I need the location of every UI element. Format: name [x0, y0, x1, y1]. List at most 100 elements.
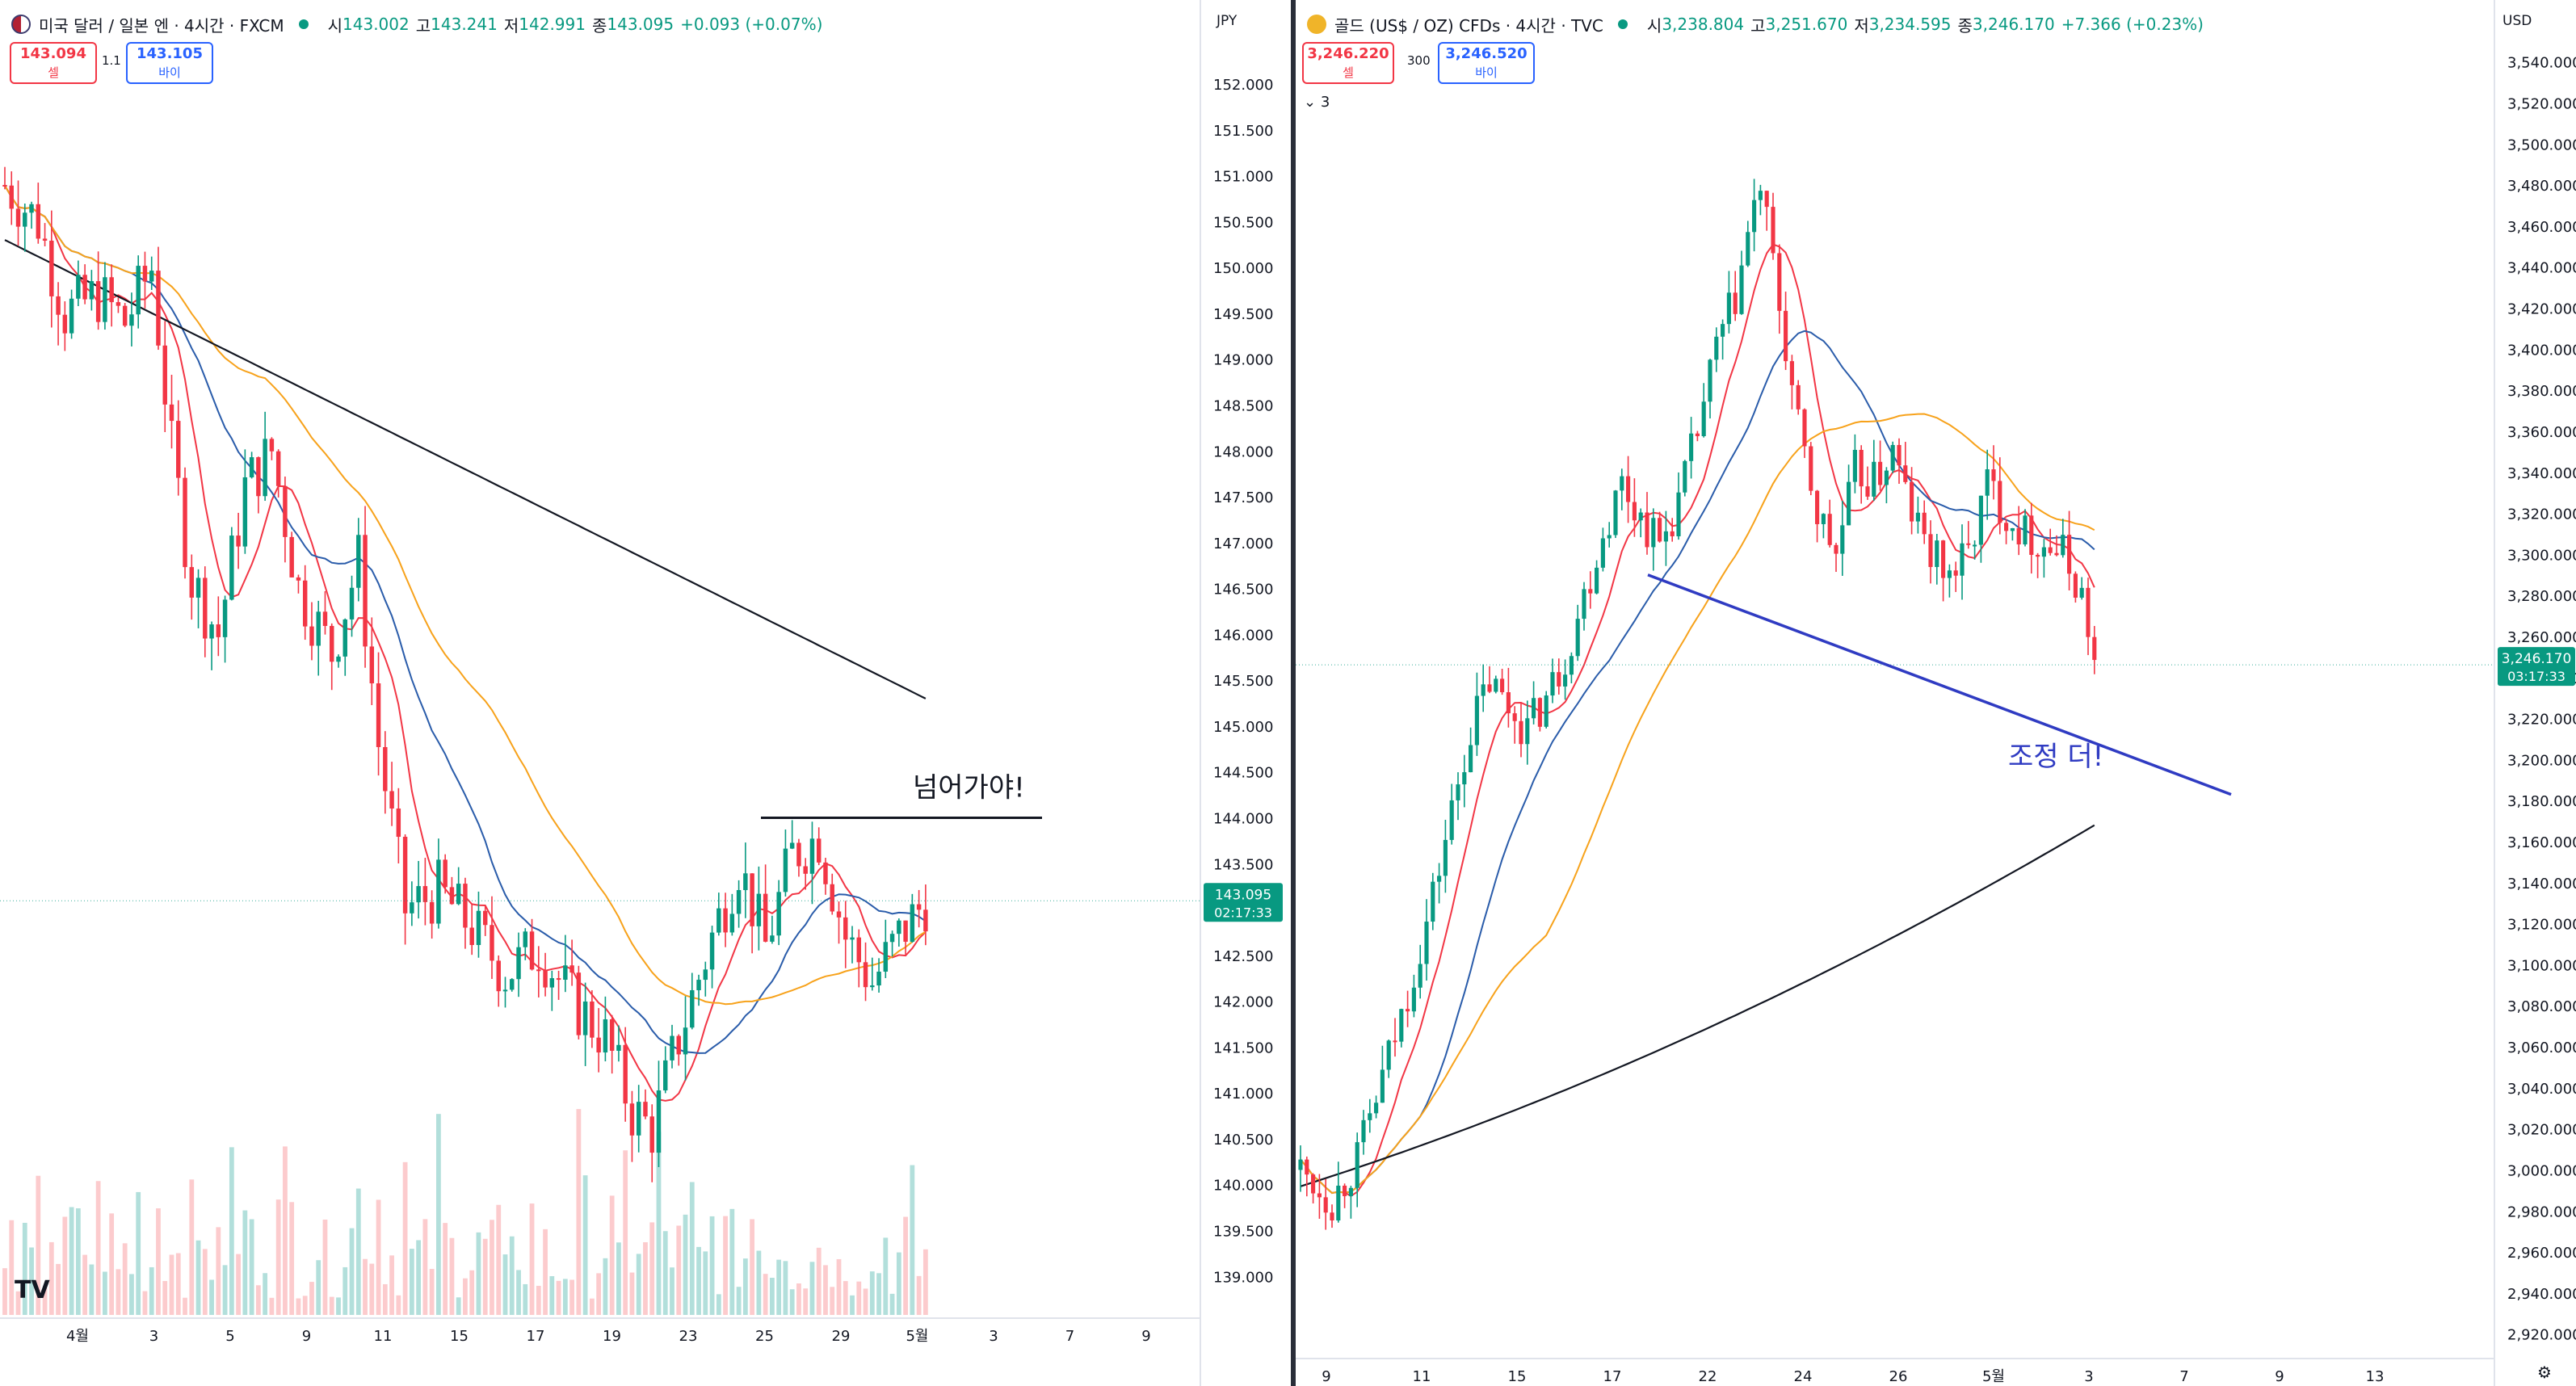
y-tick-label: 141.000	[1213, 1086, 1273, 1102]
candle-body	[1721, 324, 1725, 337]
usdjpy-chart[interactable]: 152.000 151.500 151.000 150.500 150.000 149.5…	[0, 0, 1291, 1386]
candle-body	[36, 204, 41, 239]
candle-body	[275, 451, 281, 486]
y-tick-label: 3,340.000	[2507, 465, 2576, 482]
candle-body	[1865, 486, 1870, 497]
volume-bar	[95, 1181, 101, 1315]
x-tick-label: 17	[1603, 1368, 1622, 1385]
candle-body	[1386, 1040, 1391, 1070]
candle-body	[1620, 476, 1624, 491]
candle-body	[1683, 460, 1687, 493]
y-tick-label: 3,320.000	[2507, 506, 2576, 523]
tradingview-logo[interactable]: TV	[15, 1276, 50, 1304]
pane-divider[interactable]	[1291, 0, 1296, 1386]
candle-body	[1953, 570, 1958, 576]
chevron-down-icon: ⌄	[1304, 94, 1317, 111]
indicators-toggle[interactable]: ⌄ 3	[1304, 94, 1330, 111]
candle-body	[1588, 589, 1593, 594]
candle-body	[1784, 310, 1788, 362]
candle-body	[1689, 433, 1694, 461]
candle-body	[176, 421, 181, 478]
candle-body	[62, 314, 68, 334]
candle-body	[49, 240, 54, 296]
volume-bar	[903, 1216, 908, 1315]
y-tick-label: 3,020.000	[2507, 1122, 2576, 1139]
volume-bar	[62, 1216, 68, 1315]
y-tick-label: 3,540.000	[2507, 55, 2576, 72]
candle-body	[897, 920, 901, 934]
volume-bar	[843, 1281, 848, 1315]
candle-body	[510, 979, 515, 990]
candle-body	[189, 567, 195, 598]
candle-body	[209, 624, 214, 639]
volume-bar	[342, 1266, 348, 1315]
candle-body	[436, 859, 441, 924]
y-tick-label: 144.000	[1213, 811, 1273, 828]
volume-bar	[763, 1274, 768, 1315]
y-tick-label: 3,440.000	[2507, 260, 2576, 277]
candle-body	[1966, 543, 1971, 545]
symbol-title[interactable]: 골드 (US$ / OZ) CFDs · 4시간 · TVC	[1334, 15, 1603, 36]
candle-body	[1847, 481, 1851, 526]
candle-body	[269, 439, 275, 452]
x-tick-label: 15	[450, 1328, 469, 1345]
volume-bar	[349, 1228, 355, 1315]
candle-body	[1802, 409, 1807, 447]
currency-unit[interactable]: JPY	[1217, 13, 1238, 29]
candle-body	[816, 838, 822, 863]
ma-red-line	[4, 185, 927, 1102]
gold-chart[interactable]: 3,540.000 3,520.000 3,500.000 3,480.000 3,46…	[1296, 0, 2576, 1386]
candle-body	[256, 457, 261, 497]
gold-legend: 골드 (US$ / OZ) CFDs · 4시간 · TVC 시 3,238.80…	[1307, 10, 2204, 39]
candle-body	[1752, 200, 1757, 233]
y-tick-label: 142.000	[1213, 994, 1273, 1011]
gold-pane[interactable]: 골드 (US$ / OZ) CFDs · 4시간 · TVC 시 3,238.80…	[1296, 0, 2576, 1386]
candle-body	[463, 884, 468, 928]
y-tick-label: 140.500	[1213, 1132, 1273, 1149]
symbol-title[interactable]: 미국 달러 / 일본 엔 · 4시간 · FXCM	[39, 15, 284, 36]
volume-bar	[656, 1132, 662, 1315]
volume-bar	[803, 1288, 809, 1315]
sell-button[interactable]: 3,246.220 셀	[1302, 42, 1394, 84]
volume-bar	[703, 1251, 708, 1315]
volume-bar	[676, 1225, 682, 1315]
x-tick-label: 17	[527, 1328, 545, 1345]
volume-bar	[329, 1296, 334, 1315]
y-tick-label: 145.000	[1213, 719, 1273, 736]
x-tick-label: 15	[1508, 1368, 1527, 1385]
candle-body	[363, 535, 368, 647]
volume-bar	[249, 1219, 254, 1315]
sell-label: 셀	[1343, 65, 1354, 80]
buy-button[interactable]: 143.105 바이	[126, 42, 213, 84]
volume-bar	[156, 1208, 161, 1315]
candle-body	[1758, 191, 1763, 200]
volume-bar	[296, 1298, 301, 1315]
volume-bar	[255, 1285, 261, 1315]
volume-bar	[283, 1146, 288, 1315]
candle-body	[389, 791, 394, 809]
candle-body	[89, 281, 95, 300]
candle-body	[309, 626, 314, 646]
candle-body	[1323, 1197, 1328, 1213]
candle-body	[770, 935, 775, 942]
volume-bar	[876, 1273, 881, 1315]
candle-body	[482, 910, 488, 926]
volume-bar	[142, 1291, 148, 1315]
candle-body	[1437, 876, 1442, 882]
currency-unit[interactable]: USD	[2502, 13, 2532, 29]
usdjpy-pane[interactable]: 미국 달러 / 일본 엔 · 4시간 · FXCM 시 143.002 고 143.…	[0, 0, 1291, 1386]
volume-bar	[696, 1246, 701, 1315]
buy-label: 바이	[158, 65, 181, 80]
candle-body	[283, 485, 288, 537]
candle-body	[342, 619, 347, 657]
candle-body	[723, 908, 728, 933]
candle-body	[1764, 191, 1769, 208]
volume-bar	[242, 1210, 248, 1315]
y-tick-label: 3,360.000	[2507, 424, 2576, 441]
x-tick-label: 24	[1794, 1368, 1813, 1385]
volume-bar	[742, 1258, 748, 1315]
x-tick-label: 29	[832, 1328, 851, 1345]
candle-body	[1897, 444, 1902, 466]
sell-button[interactable]: 143.094 셀	[10, 42, 97, 84]
buy-button[interactable]: 3,246.520 바이	[1438, 42, 1535, 84]
